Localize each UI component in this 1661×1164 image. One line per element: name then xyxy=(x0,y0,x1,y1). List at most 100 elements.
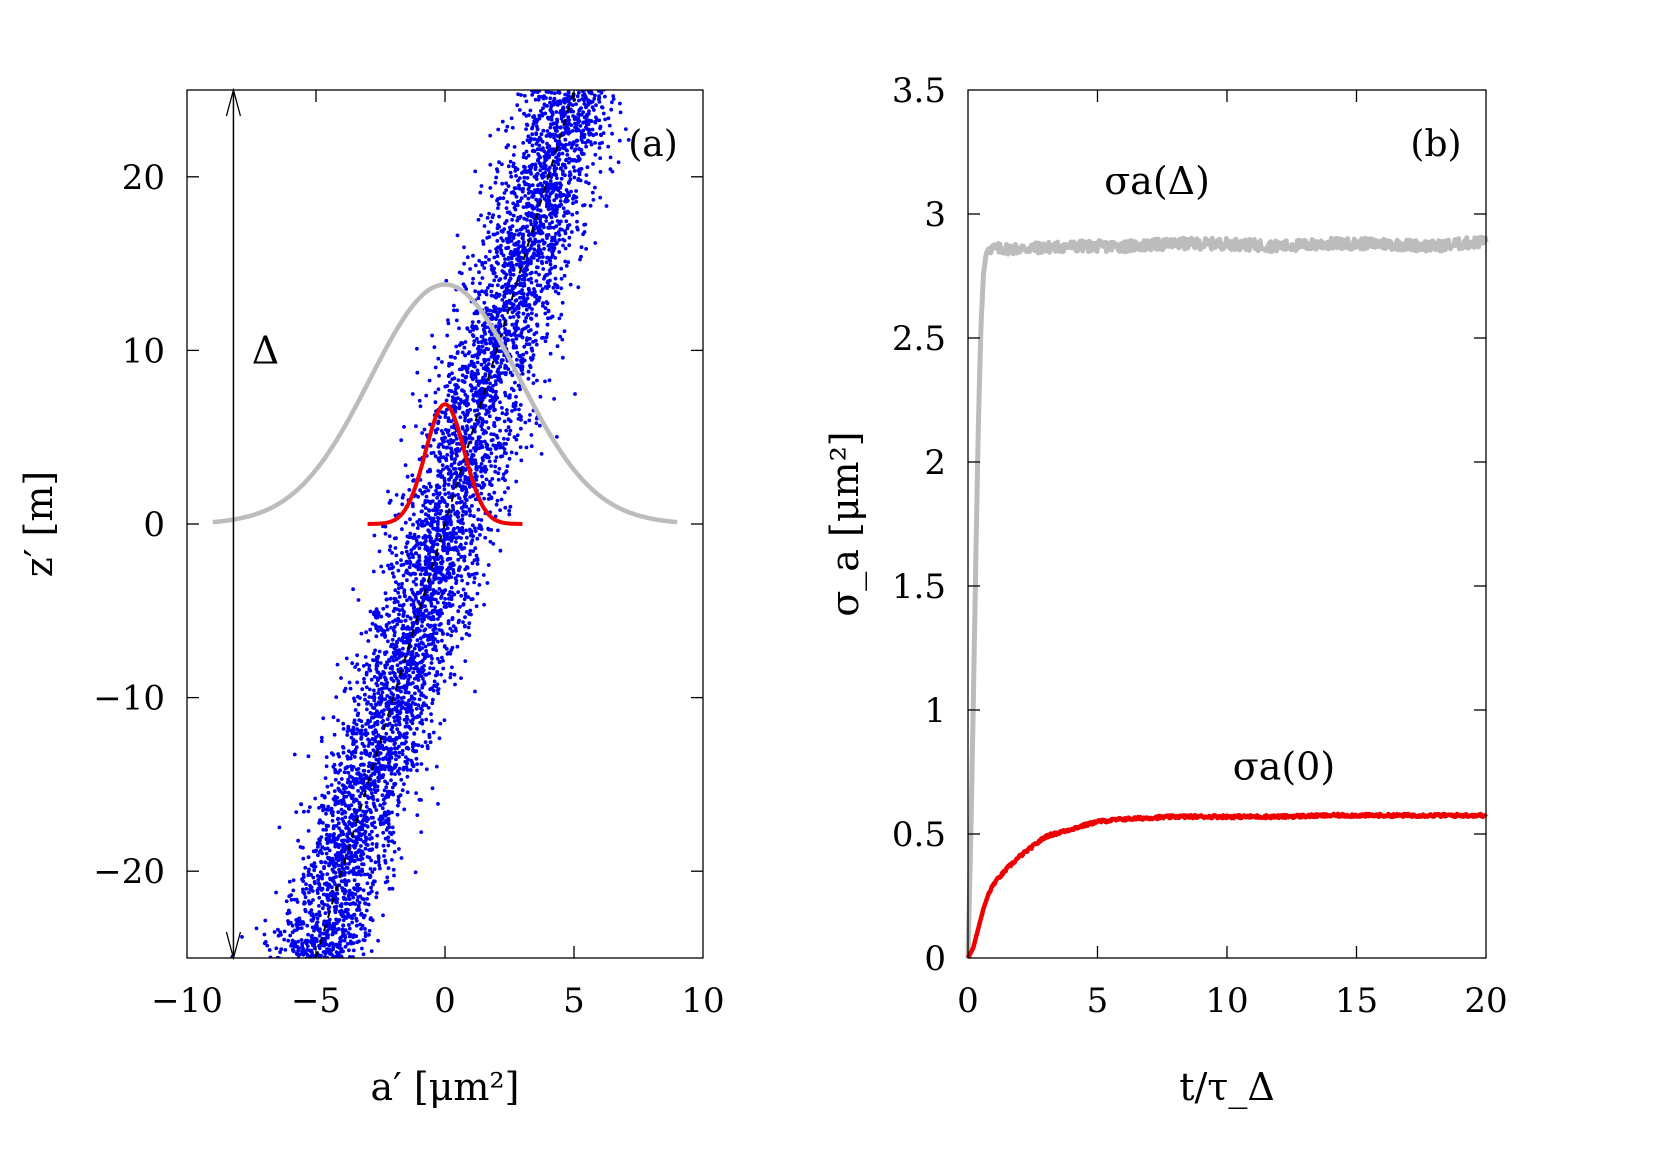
scatter-point xyxy=(591,71,595,75)
scatter-point xyxy=(451,505,455,509)
scatter-point xyxy=(610,100,614,105)
scatter-point xyxy=(397,637,401,641)
scatter-point xyxy=(598,126,602,131)
scatter-point xyxy=(364,961,368,965)
scatter-point xyxy=(387,621,391,625)
scatter-point xyxy=(551,172,556,177)
scatter-point xyxy=(359,927,363,931)
scatter-point xyxy=(359,791,364,796)
scatter-point xyxy=(536,183,541,188)
scatter-point xyxy=(433,365,438,370)
scatter-point xyxy=(387,687,392,692)
scatter-point xyxy=(411,555,415,560)
scatter-point xyxy=(532,149,537,154)
scatter-point xyxy=(378,702,382,707)
scatter-point xyxy=(479,518,484,522)
scatter-point xyxy=(440,410,444,415)
scatter-point xyxy=(605,80,609,84)
scatter-point xyxy=(406,690,411,695)
scatter-point xyxy=(417,555,422,560)
scatter-point xyxy=(361,915,366,920)
scatter-point xyxy=(460,426,465,431)
scatter-point xyxy=(533,237,538,242)
panel-a-clipped-content xyxy=(230,71,631,968)
scatter-point xyxy=(484,408,489,413)
scatter-point xyxy=(464,510,469,514)
scatter-point xyxy=(547,257,552,262)
scatter-point xyxy=(372,805,377,809)
scatter-point xyxy=(294,918,299,922)
scatter-point xyxy=(524,307,529,312)
scatter-point xyxy=(294,810,299,814)
scatter-point xyxy=(399,706,404,710)
scatter-point xyxy=(389,677,394,681)
scatter-point xyxy=(564,158,568,163)
scatter-point xyxy=(543,285,548,289)
scatter-point xyxy=(412,632,417,637)
scatter-point xyxy=(526,376,531,381)
scatter-point xyxy=(377,649,382,654)
scatter-point xyxy=(346,931,351,935)
scatter-point xyxy=(349,850,354,855)
scatter-point xyxy=(470,377,475,382)
scatter-point xyxy=(410,717,415,722)
scatter-point xyxy=(544,215,549,220)
scatter-point xyxy=(504,451,508,456)
scatter-point xyxy=(401,573,406,578)
scatter-point xyxy=(402,610,406,614)
scatter-point xyxy=(373,790,378,794)
scatter-point xyxy=(522,93,527,98)
scatter-point xyxy=(360,856,365,861)
scatter-point xyxy=(301,845,305,850)
scatter-point xyxy=(463,375,468,380)
scatter-point xyxy=(466,479,470,484)
scatter-point xyxy=(563,92,567,97)
scatter-point xyxy=(319,860,324,865)
scatter-point xyxy=(537,113,542,118)
scatter-point xyxy=(287,910,292,915)
scatter-point xyxy=(303,959,307,963)
scatter-point xyxy=(593,85,597,89)
scatter-point xyxy=(361,768,366,773)
scatter-point xyxy=(487,459,492,464)
scatter-point xyxy=(345,942,350,946)
scatter-point xyxy=(606,77,610,81)
scatter-point xyxy=(295,900,300,904)
scatter-point xyxy=(300,961,304,965)
scatter-point xyxy=(492,271,497,275)
scatter-point xyxy=(414,643,418,648)
scatter-point xyxy=(528,138,533,143)
scatter-point xyxy=(378,964,382,968)
scatter-point xyxy=(459,554,464,559)
scatter-point xyxy=(287,894,292,899)
scatter-point xyxy=(389,778,393,783)
scatter-point xyxy=(377,745,381,750)
scatter-point xyxy=(518,387,522,392)
scatter-point xyxy=(508,370,513,375)
scatter-point xyxy=(470,281,475,285)
scatter-point xyxy=(465,326,470,330)
scatter-point xyxy=(289,943,293,948)
scatter-point xyxy=(374,730,379,734)
scatter-point xyxy=(495,283,500,288)
scatter-point xyxy=(425,746,430,751)
scatter-point xyxy=(576,285,581,290)
scatter-point xyxy=(414,706,419,711)
scatter-point xyxy=(439,561,444,566)
scatter-point xyxy=(509,116,514,121)
scatter-point xyxy=(542,94,547,98)
scatter-point xyxy=(552,135,556,140)
scatter-point xyxy=(324,764,329,769)
scatter-point xyxy=(494,446,499,451)
scatter-point xyxy=(516,258,521,262)
scatter-point xyxy=(483,404,488,408)
scatter-point xyxy=(568,170,572,175)
scatter-point xyxy=(434,537,439,542)
scatter-point xyxy=(394,657,399,662)
scatter-point xyxy=(554,76,558,80)
scatter-point xyxy=(331,870,336,874)
scatter-point xyxy=(462,399,466,404)
scatter-point xyxy=(561,79,565,83)
scatter-point xyxy=(482,300,487,305)
scatter-point xyxy=(319,735,324,740)
